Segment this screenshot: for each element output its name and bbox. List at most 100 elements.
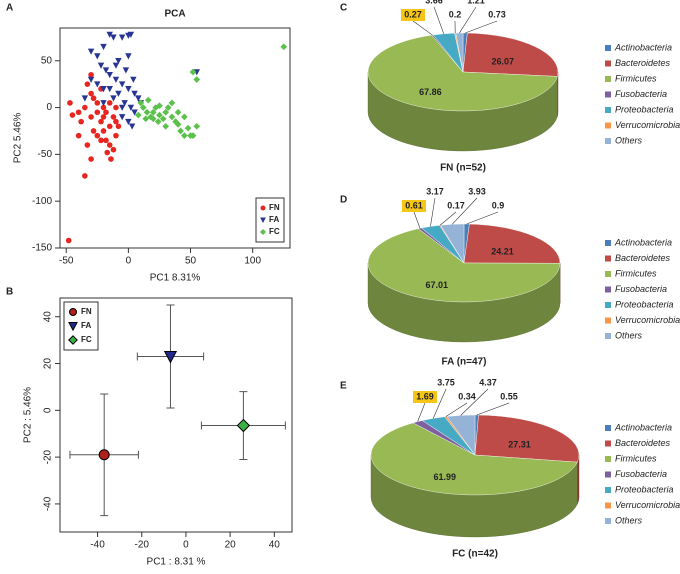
- x-tick-label: 100: [244, 256, 261, 267]
- legend-swatch: [605, 138, 611, 144]
- legend-swatch: [605, 122, 611, 129]
- legend-label: Proteobacteria: [615, 484, 674, 494]
- point: [174, 108, 182, 116]
- legend-swatch: [605, 425, 611, 431]
- legend-marker: [260, 205, 266, 211]
- legend-label: FA: [269, 215, 279, 224]
- y-tick-label: -50: [38, 149, 53, 160]
- point: [100, 104, 107, 111]
- point: [135, 95, 142, 102]
- legend-label: Verrucomicrobia: [615, 315, 680, 325]
- legend-swatch: [605, 456, 611, 462]
- leader-line: [459, 6, 477, 34]
- chart-title: FN (n=52): [440, 163, 486, 174]
- y-axis-label: PC2 5.46%: [13, 113, 24, 164]
- x-tick-label: 0: [183, 540, 189, 551]
- point: [174, 121, 182, 128]
- point: [180, 132, 188, 140]
- point: [110, 114, 117, 120]
- point: [121, 100, 128, 107]
- legend-label: Bacteroidetes: [615, 438, 671, 448]
- point: [78, 118, 84, 125]
- point: [168, 113, 176, 121]
- point: [106, 142, 113, 148]
- point: [100, 43, 107, 51]
- y-tick-label: 40: [43, 311, 54, 323]
- plot-frame: [59, 27, 291, 249]
- legend-swatch: [605, 240, 611, 246]
- value-label: 24.21: [491, 247, 514, 257]
- x-tick-label: -20: [135, 540, 150, 551]
- legend-label: FC: [269, 227, 280, 236]
- pie-slice: [370, 422, 578, 496]
- value-label: 0.34: [458, 391, 476, 401]
- y-tick-label: -100: [32, 196, 52, 207]
- point: [98, 137, 104, 144]
- x-axis-label: PC1 : 8.31 %: [147, 557, 206, 568]
- point: [106, 31, 113, 38]
- value-label: 26.07: [491, 56, 514, 66]
- point: [88, 90, 94, 97]
- legend-label: Actinobacteria: [614, 237, 672, 247]
- point: [106, 123, 113, 130]
- point: [184, 124, 192, 132]
- pie-slice: [463, 223, 561, 264]
- leader-line: [460, 388, 489, 416]
- leader-line: [445, 402, 468, 417]
- legend-marker: [260, 217, 266, 223]
- point: [154, 118, 162, 125]
- x-tick-label: -50: [59, 256, 74, 267]
- y-tick-label: 0: [43, 407, 54, 413]
- point: [131, 109, 138, 116]
- label-highlight: [402, 200, 426, 212]
- point: [142, 115, 150, 123]
- legend-swatch: [605, 91, 611, 98]
- leader-line: [439, 211, 457, 226]
- x-tick-label: 20: [225, 540, 237, 551]
- point: [87, 48, 95, 55]
- point: [94, 81, 101, 88]
- point: [112, 62, 120, 69]
- y-tick-label: -150: [32, 243, 52, 254]
- y-tick-label: 0: [46, 102, 52, 113]
- point: [106, 72, 113, 79]
- legend-marker: [68, 335, 78, 345]
- legend-label: Firmicutes: [615, 73, 657, 83]
- point: [90, 95, 97, 102]
- pie-slice: [455, 32, 464, 73]
- legend-swatch: [605, 60, 611, 67]
- point: [144, 96, 152, 104]
- x-tick-label: -40: [90, 540, 105, 551]
- y-tick-label: -20: [43, 449, 54, 464]
- value-label: 0.27: [404, 9, 422, 19]
- point: [115, 90, 122, 97]
- point: [106, 86, 113, 93]
- point: [88, 114, 94, 120]
- value-label: 3.75: [437, 377, 455, 387]
- legend-label: Fusobacteria: [615, 469, 667, 479]
- pie-slice: [367, 34, 558, 112]
- point: [84, 142, 91, 148]
- point: [103, 137, 109, 144]
- point: [193, 122, 201, 130]
- chart-title: FC (n=42): [452, 549, 498, 560]
- legend-swatch: [605, 502, 611, 509]
- point: [193, 76, 201, 83]
- legend-swatch: [605, 107, 611, 113]
- value-label: 67.86: [419, 87, 442, 97]
- point: [125, 86, 132, 93]
- point: [100, 128, 107, 134]
- leader-line: [430, 197, 436, 227]
- point: [162, 122, 170, 130]
- panel-letter: A: [6, 3, 13, 14]
- legend-label: Fusobacteria: [615, 89, 667, 99]
- point: [88, 156, 94, 162]
- point: [189, 132, 197, 140]
- point: [180, 113, 188, 121]
- legend-label: FC: [81, 335, 92, 344]
- legend-label: Proteobacteria: [615, 104, 674, 114]
- value-label: 0.55: [500, 391, 518, 401]
- panel-letter: E: [340, 381, 347, 392]
- legend-label: Bacteroidetes: [615, 58, 671, 68]
- point: [113, 104, 119, 111]
